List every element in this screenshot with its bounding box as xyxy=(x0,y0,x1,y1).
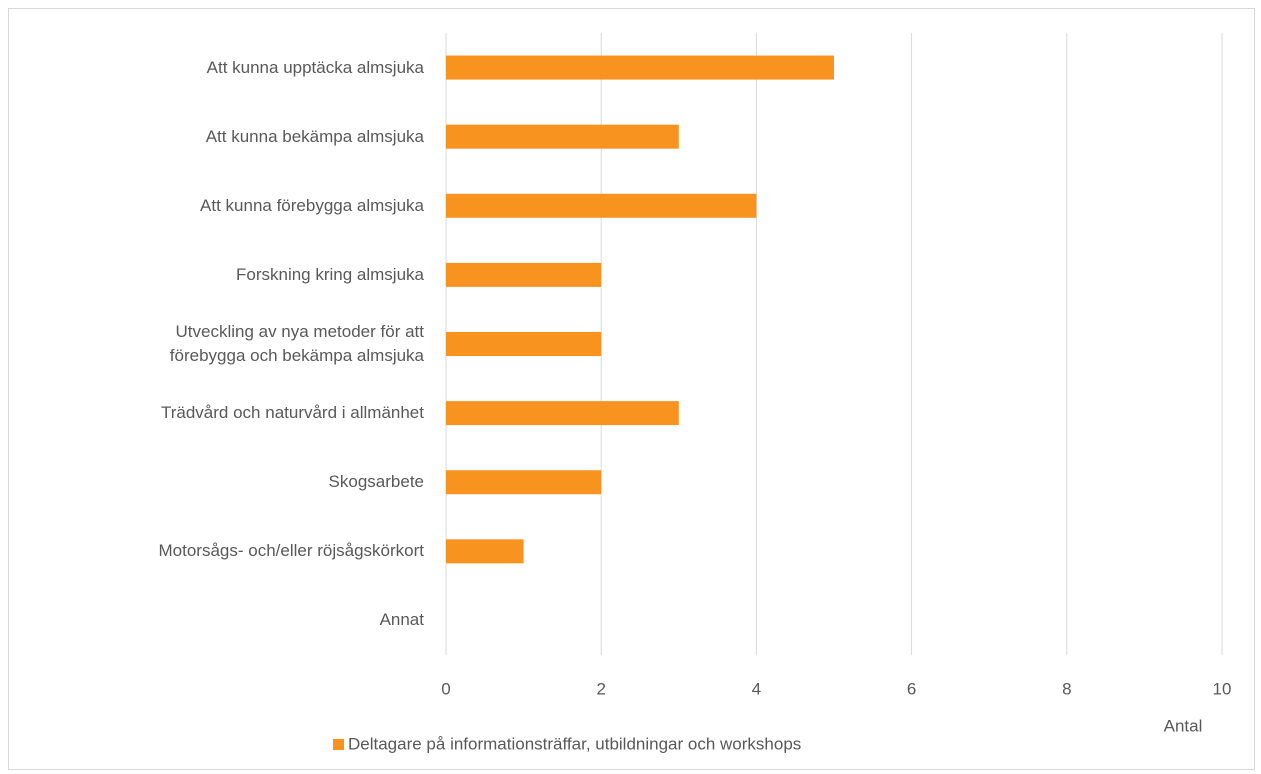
x-tick-label: 6 xyxy=(907,679,916,698)
y-tick-label: Motorsågs- och/eller röjsågskörkort xyxy=(158,541,424,561)
bar xyxy=(446,401,679,426)
bar xyxy=(446,124,679,149)
bar xyxy=(446,470,602,495)
y-tick-label: Trädvård och naturvård i allmänhet xyxy=(160,403,424,423)
y-tick-label: Att kunna förebygga almsjuka xyxy=(200,195,424,215)
bar xyxy=(446,193,757,218)
x-tick-label: 10 xyxy=(1213,679,1232,698)
y-tick-label: Annat xyxy=(379,610,424,630)
x-tick-label: 0 xyxy=(441,679,450,698)
y-tick-label: Utveckling av nya metoder för att föreby… xyxy=(169,322,424,365)
y-tick-label: Skogsarbete xyxy=(328,472,424,492)
y-tick-label: Forskning kring almsjuka xyxy=(235,264,424,284)
bar xyxy=(446,539,524,564)
bar xyxy=(446,55,834,80)
chart-border xyxy=(8,8,1255,770)
y-tick-label: Att kunna upptäcka almsjuka xyxy=(206,57,424,77)
x-tick-label: 2 xyxy=(596,679,605,698)
legend-label: Deltagare på informationsträffar, utbild… xyxy=(348,734,801,753)
y-tick-label: Att kunna bekämpa almsjuka xyxy=(205,126,424,146)
legend-swatch xyxy=(333,739,344,750)
x-tick-label: 4 xyxy=(752,679,761,698)
bar xyxy=(446,332,602,356)
x-tick-label: 8 xyxy=(1062,679,1071,698)
bar xyxy=(446,262,602,287)
x-axis-label: Antal xyxy=(1164,716,1203,735)
